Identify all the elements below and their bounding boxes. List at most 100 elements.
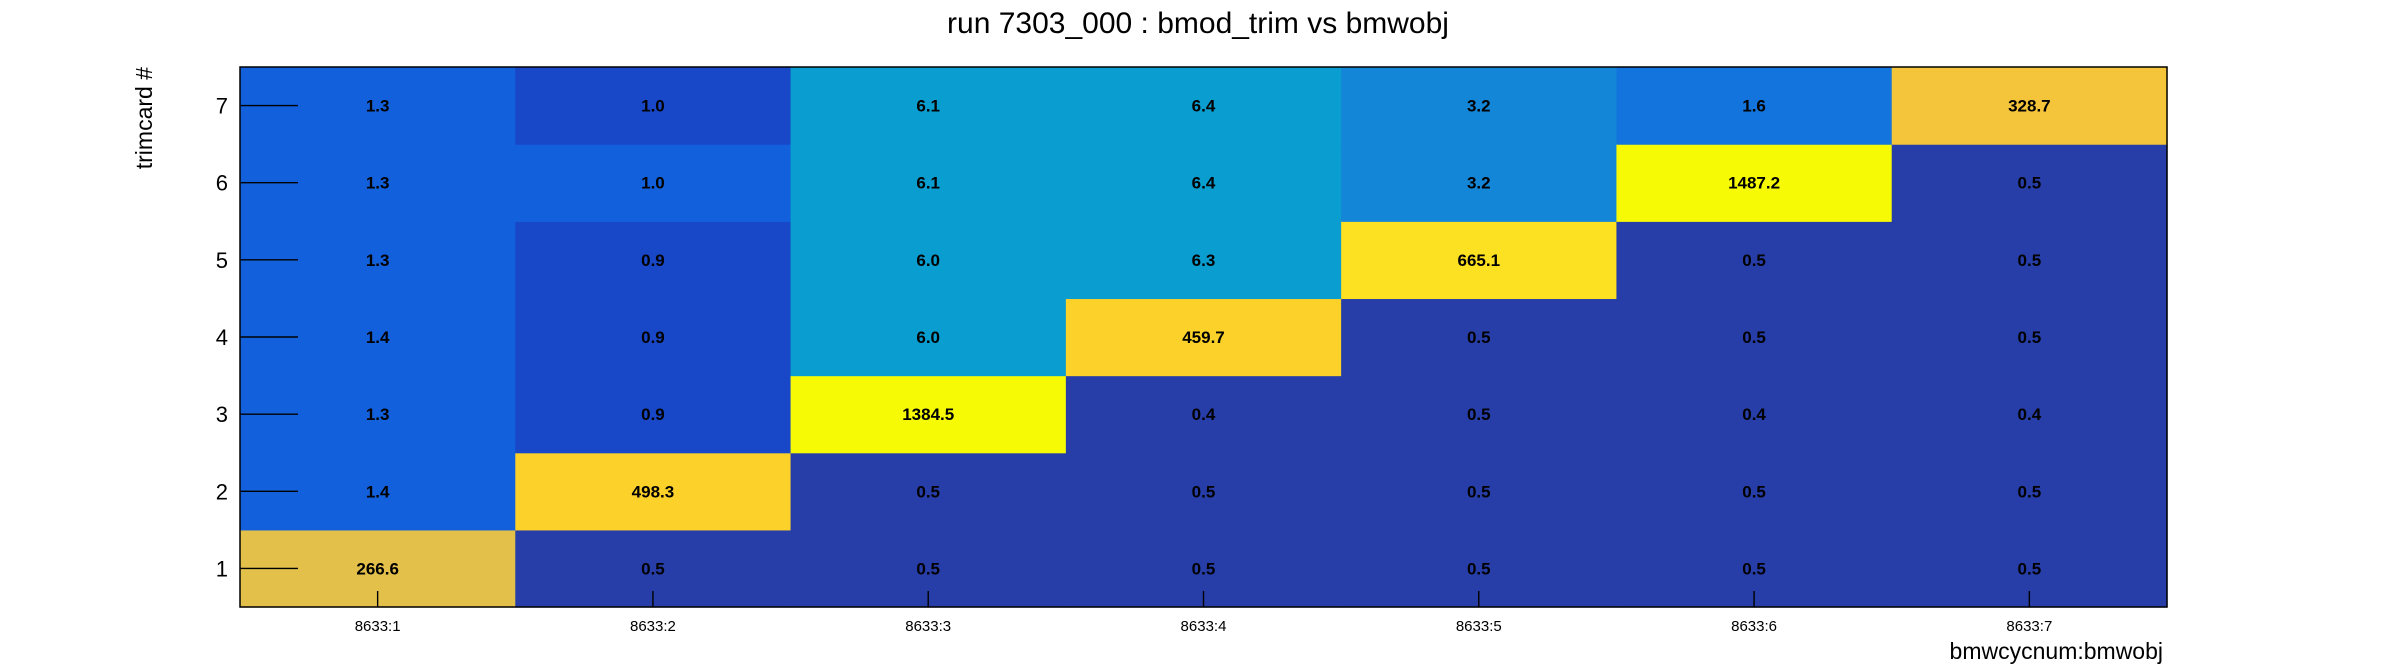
y-tick-label: 5 <box>216 248 228 273</box>
x-tick-label: 8633:6 <box>1731 618 1777 635</box>
x-axis-label: bmwcycnum:bmwobj <box>1950 638 2163 664</box>
heatmap-cell <box>1341 221 1618 300</box>
chart-title: run 7303_000 : bmod_trim vs bmwobj <box>947 7 1449 40</box>
heatmap-cell <box>1616 67 1893 145</box>
cell-value-label: 1.0 <box>641 97 665 116</box>
cell-value-label: 266.6 <box>356 559 399 578</box>
cell-value-label: 1.0 <box>641 174 665 193</box>
heatmap-cell <box>790 221 1067 300</box>
heatmap-cell <box>515 221 792 300</box>
cell-value-label: 1.3 <box>366 405 390 424</box>
y-axis-tick-labels: 1 2 3 4 5 6 7 <box>216 94 228 582</box>
cell-value-label: 328.7 <box>2008 97 2051 116</box>
cell-value-label: 6.0 <box>916 328 940 347</box>
cell-value-label: 6.4 <box>1192 174 1216 193</box>
heatmap-cell <box>1065 144 1342 222</box>
cell-value-label: 0.5 <box>1467 328 1491 347</box>
cell-value-label: 1.4 <box>366 482 390 501</box>
heatmap-cell <box>1616 144 1893 222</box>
cell-value-label: 3.2 <box>1467 174 1491 193</box>
heatmap-cell <box>1341 144 1618 222</box>
cell-value-label: 6.1 <box>916 174 940 193</box>
heatmap-cell <box>790 375 1067 454</box>
cell-value-label: 0.5 <box>641 559 665 578</box>
heatmap-cell <box>1891 298 2168 377</box>
cell-value-label: 0.5 <box>916 482 940 501</box>
x-axis-tick-labels: 8633:1 8633:2 8633:3 8633:4 8633:5 8633:6 8633… <box>355 618 2053 635</box>
y-tick-label: 6 <box>216 171 228 196</box>
heatmap-cell <box>1616 375 1893 454</box>
y-tick-label: 2 <box>216 479 228 504</box>
cell-value-label: 0.5 <box>1467 405 1491 424</box>
heatmap-cell <box>790 298 1067 377</box>
y-tick-label: 7 <box>216 94 228 119</box>
cell-value-label: 0.5 <box>1467 482 1491 501</box>
cell-value-label: 0.5 <box>1192 559 1216 578</box>
cell-value-label: 6.0 <box>916 251 940 270</box>
heatmap-cell <box>1341 375 1618 454</box>
cell-value-label: 0.4 <box>2018 405 2042 424</box>
axis-ticks <box>240 104 2031 607</box>
heatmap-cell <box>1891 67 2168 145</box>
plot-frame <box>239 66 2168 608</box>
heatmap-cell <box>515 144 792 222</box>
heatmap-cell <box>1341 298 1618 377</box>
cell-value-label: 1384.5 <box>902 405 954 424</box>
cell-value-label: 0.5 <box>2018 328 2042 347</box>
heatmap-cell <box>1616 452 1893 531</box>
cell-value-label: 1487.2 <box>1728 174 1780 193</box>
y-axis-label: trimcard # <box>131 67 157 169</box>
cell-value-label: 498.3 <box>632 482 675 501</box>
cell-value-label: 6.1 <box>916 97 940 116</box>
x-tick-label: 8633:7 <box>2006 618 2052 635</box>
y-tick-label: 3 <box>216 402 228 427</box>
cell-value-label: 0.9 <box>641 405 665 424</box>
heatmap-cell <box>1341 67 1618 145</box>
cell-value-label: 1.3 <box>366 251 390 270</box>
cell-value-label: 1.3 <box>366 97 390 116</box>
heatmap-cell <box>1341 452 1618 531</box>
heatmap-cell <box>1065 452 1342 531</box>
cell-value-label: 6.4 <box>1192 97 1216 116</box>
cell-value-label: 3.2 <box>1467 97 1491 116</box>
cell-value-label: 0.5 <box>1742 251 1766 270</box>
cell-value-label: 0.5 <box>2018 482 2042 501</box>
cell-value-label: 0.5 <box>1467 559 1491 578</box>
cell-value-label: 1.6 <box>1742 97 1766 116</box>
x-tick-label: 8633:3 <box>905 618 951 635</box>
cell-value-label: 0.9 <box>641 251 665 270</box>
heatmap-cell <box>1065 221 1342 300</box>
heatmap-cell <box>1065 67 1342 145</box>
cell-value-label: 0.5 <box>2018 251 2042 270</box>
x-tick-label: 8633:5 <box>1456 618 1502 635</box>
heatmap-cell <box>1891 144 2168 222</box>
y-tick-label: 1 <box>216 556 228 581</box>
cell-value-label: 0.5 <box>1742 559 1766 578</box>
heatmap-cell-labels: 266.6 1.4 1.3 1.4 1.3 1.3 1.3 0.5 498.3 0.9 0.9 0.9… <box>356 97 2050 579</box>
heatmap-cell <box>515 67 792 145</box>
x-tick-label: 8633:4 <box>1181 618 1227 635</box>
heatmap-cell <box>1891 375 2168 454</box>
cell-value-label: 0.9 <box>641 328 665 347</box>
heatmap-cell <box>1616 221 1893 300</box>
heatmap-cell <box>790 67 1067 145</box>
x-tick-label: 8633:1 <box>355 618 401 635</box>
heatmap-cell <box>515 375 792 454</box>
heatmap-cell <box>1616 298 1893 377</box>
heatmap-cell <box>790 144 1067 222</box>
heatmap-cell <box>790 452 1067 531</box>
heatmap-cell <box>1065 298 1342 377</box>
cell-value-label: 665.1 <box>1458 251 1501 270</box>
x-tick-label: 8633:2 <box>630 618 676 635</box>
cell-value-label: 0.4 <box>1192 405 1216 424</box>
cell-value-label: 1.4 <box>366 328 390 347</box>
cell-value-label: 0.5 <box>1742 482 1766 501</box>
cell-value-label: 0.5 <box>2018 174 2042 193</box>
cell-value-label: 1.3 <box>366 174 390 193</box>
cell-value-label: 0.5 <box>916 559 940 578</box>
heatmap-cell <box>1891 452 2168 531</box>
heatmap-cell <box>1065 375 1342 454</box>
cell-value-label: 0.5 <box>1742 328 1766 347</box>
heatmap-cell <box>1891 221 2168 300</box>
